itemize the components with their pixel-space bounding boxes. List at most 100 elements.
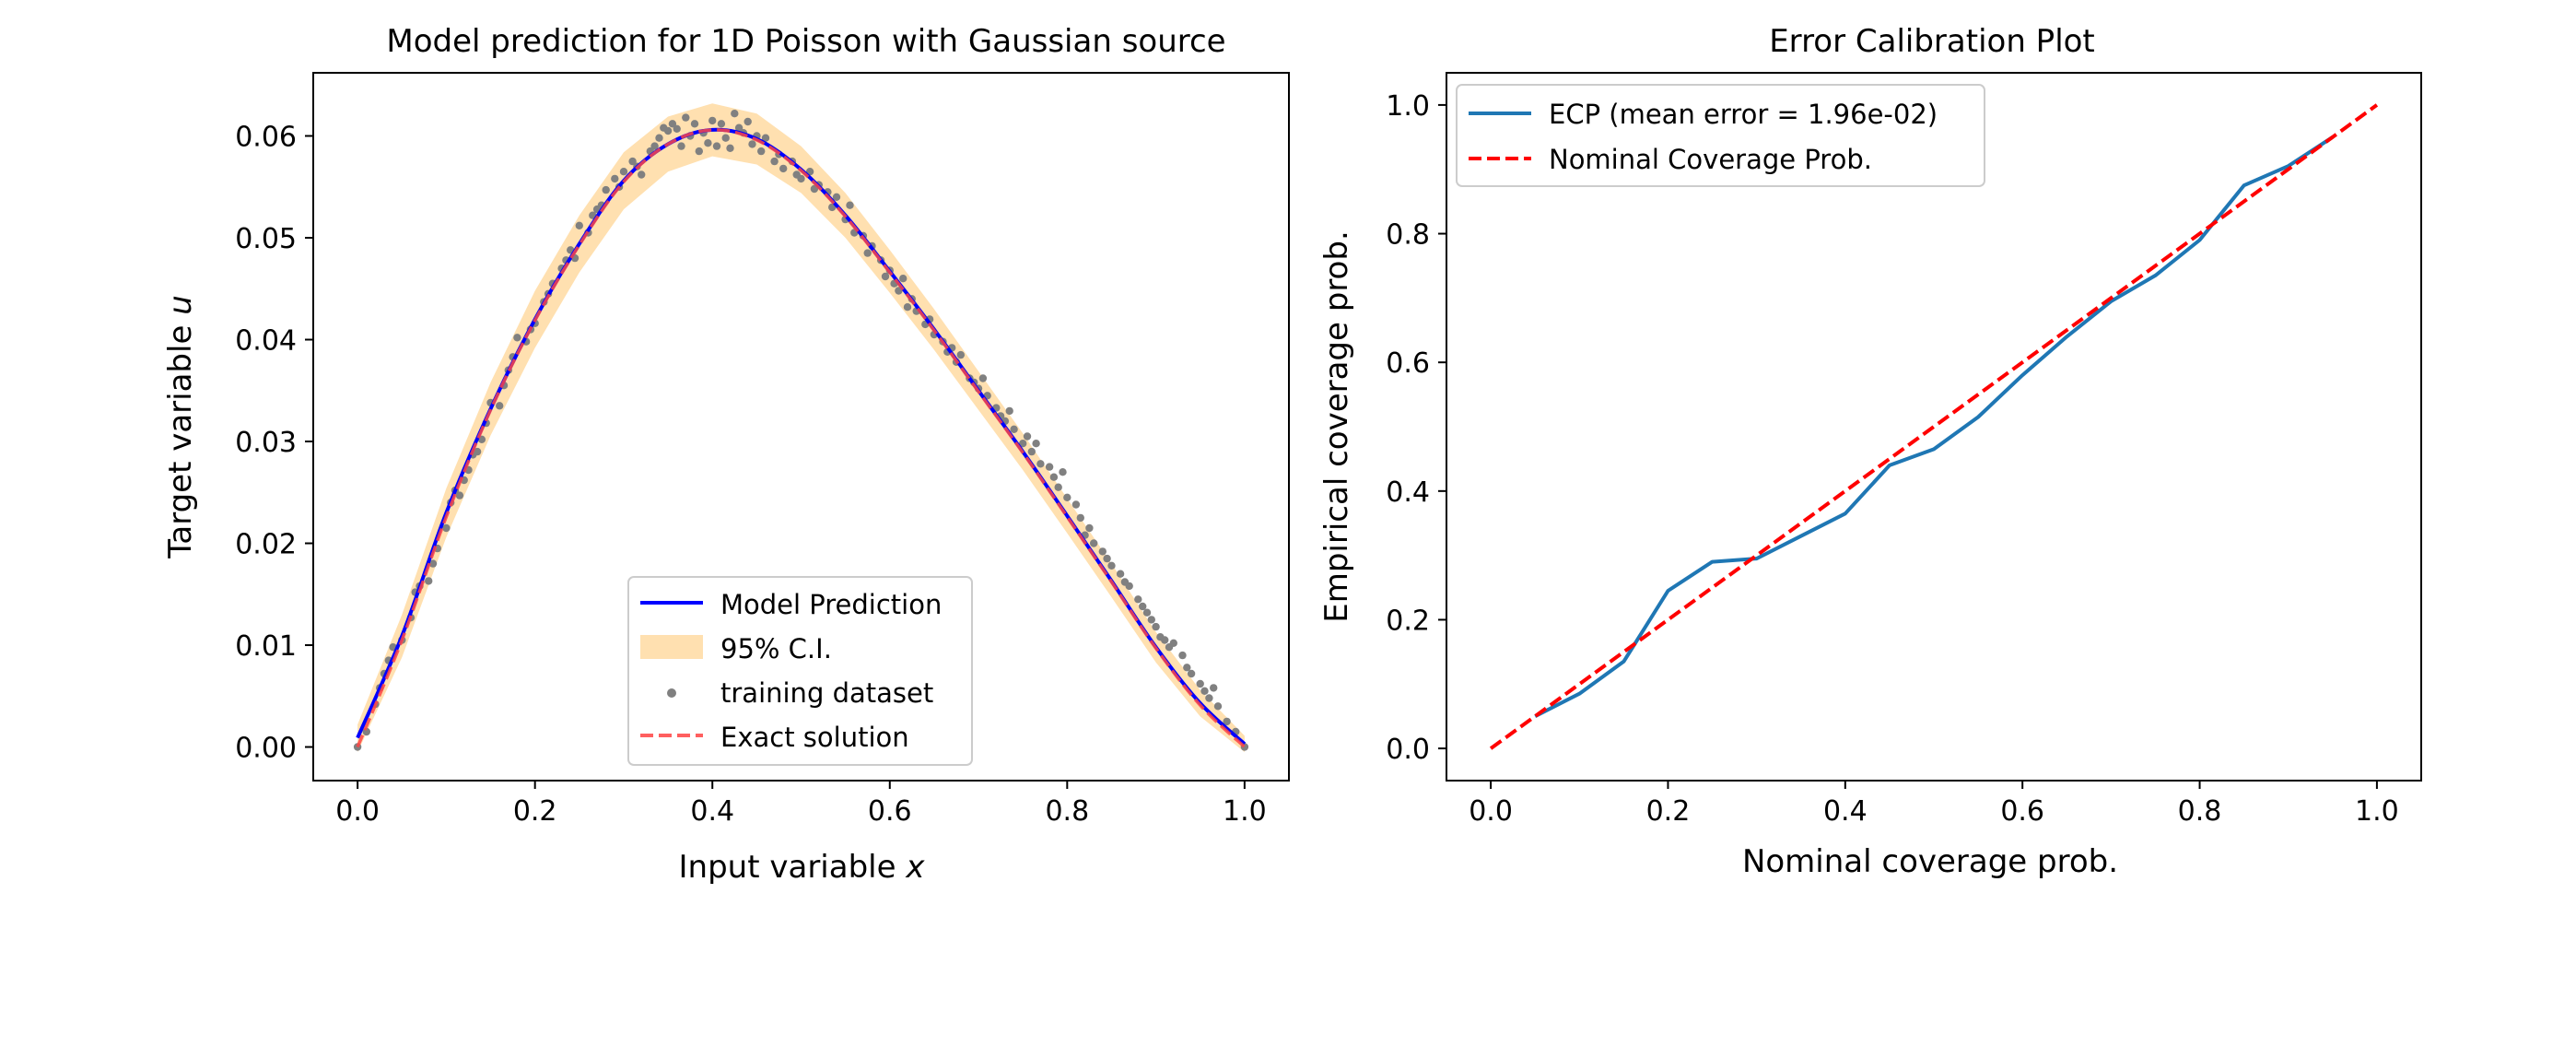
calibration-chart: Error Calibration Plot 0.0 0.2 0.4 0.6 0.8 1.… [1318, 23, 2422, 880]
training-point [695, 147, 703, 156]
y-tick-label: 0.2 [1386, 605, 1430, 637]
legend-label-model-prediction: Model Prediction [720, 589, 942, 620]
training-point [673, 124, 681, 133]
training-point [575, 221, 583, 229]
training-point [428, 559, 438, 568]
y-tick-layer: 0.0 0.2 0.4 0.6 0.8 1.0 [1386, 90, 1446, 766]
training-point [712, 142, 721, 150]
x-axis-label-text: Input variable [679, 849, 896, 886]
x-tick-label: 1.0 [1223, 795, 1267, 828]
training-point [1019, 440, 1027, 448]
y-axis-label: Empirical coverage prob. [1318, 230, 1355, 623]
x-tick-label: 0.0 [1469, 795, 1513, 828]
training-point [1045, 463, 1054, 471]
legend-swatch-training [667, 688, 676, 698]
x-tick-label: 0.6 [2000, 795, 2044, 828]
training-point [1032, 440, 1040, 448]
training-point [863, 249, 872, 257]
training-point [731, 110, 739, 118]
training-point [1223, 717, 1231, 726]
training-point [1152, 622, 1160, 631]
legend: ECP (mean error = 1.96e-02) Nominal Cove… [1456, 84, 1985, 187]
training-point [1178, 651, 1187, 660]
x-tick-label: 0.2 [1646, 795, 1691, 828]
y-tick-label: 0.05 [235, 223, 297, 255]
training-point [628, 157, 637, 166]
plot-frame [312, 72, 1290, 782]
y-axis-label: Target variable u [162, 295, 199, 559]
legend-label-ci: 95% C.I. [720, 633, 832, 664]
training-point [1183, 664, 1191, 672]
training-point [1059, 468, 1067, 476]
x-tick-layer: 0.0 0.2 0.4 0.6 0.8 1.0 [335, 781, 1267, 828]
training-point [1010, 425, 1018, 433]
training-point [677, 142, 685, 150]
training-point [757, 147, 766, 156]
training-point [496, 402, 504, 410]
training-point [1142, 608, 1152, 617]
training-point [1205, 694, 1213, 702]
x-axis-label: Input variable x [679, 849, 926, 886]
training-point [903, 303, 912, 312]
y-tick-label: 0.4 [1386, 476, 1430, 509]
y-tick-label: 0.03 [235, 427, 297, 459]
legend-label-ecp: ECP (mean error = 1.96e-02) [1549, 99, 1938, 130]
training-point [1139, 602, 1147, 611]
training-point [1134, 595, 1142, 604]
prediction-chart: Model prediction for 1D Poisson with Gau… [162, 23, 1290, 886]
legend-box [1456, 84, 1985, 187]
training-point [704, 139, 712, 147]
y-tick-label: 0.0 [1386, 734, 1430, 766]
training-point [513, 334, 521, 342]
ecp-line [1534, 135, 2334, 718]
training-point [638, 170, 646, 179]
training-point [1054, 483, 1062, 491]
training-point [1005, 406, 1013, 416]
training-point [611, 174, 619, 183]
training-point [602, 185, 610, 194]
legend: Model Prediction 95% C.I. training datas… [627, 576, 973, 766]
y-tick-label: 0.02 [235, 529, 297, 561]
training-point [650, 142, 659, 150]
training-point [761, 134, 770, 142]
x-tick-label: 0.4 [1823, 795, 1868, 828]
legend-label-nominal: Nominal Coverage Prob. [1549, 144, 1872, 175]
x-tick-label: 0.2 [513, 795, 557, 828]
training-point [1116, 570, 1125, 578]
x-tick-label: 0.8 [2178, 795, 2222, 828]
training-point [1107, 561, 1116, 570]
training-point [899, 275, 907, 283]
training-point [1036, 460, 1045, 468]
y-axis-label-var: u [162, 295, 199, 315]
training-point [748, 140, 756, 148]
y-tick-label: 1.0 [1386, 90, 1430, 123]
training-point [1027, 447, 1036, 456]
legend-label-training: training dataset [720, 677, 933, 709]
series-lines-layer [1489, 103, 2379, 750]
series-lines-layer [356, 127, 1247, 748]
training-point [1196, 679, 1204, 688]
x-axis-label-var: x [905, 849, 925, 886]
y-tick-layer: 0.00 0.01 0.02 0.03 0.04 0.05 0.06 [235, 122, 313, 765]
y-tick-label: 0.04 [235, 325, 297, 358]
training-point [668, 120, 677, 128]
training-point [1085, 523, 1094, 533]
chart-title: Model prediction for 1D Poisson with Gau… [386, 23, 1225, 60]
training-point [846, 201, 854, 209]
training-point [717, 120, 726, 128]
training-point [978, 374, 988, 382]
x-tick-label: 0.0 [335, 795, 380, 828]
training-point [1076, 513, 1085, 523]
x-tick-label: 0.4 [690, 795, 734, 828]
training-point [956, 350, 966, 359]
training-point [734, 123, 744, 132]
training-point [797, 174, 805, 183]
training-point [770, 157, 779, 166]
legend-swatch-ci [640, 635, 703, 659]
training-point [1213, 702, 1223, 711]
chart-title: Error Calibration Plot [1769, 23, 2095, 60]
training-point [682, 113, 690, 122]
training-point [726, 144, 734, 152]
training-point [1161, 636, 1169, 644]
y-tick-label: 0.06 [235, 122, 297, 154]
